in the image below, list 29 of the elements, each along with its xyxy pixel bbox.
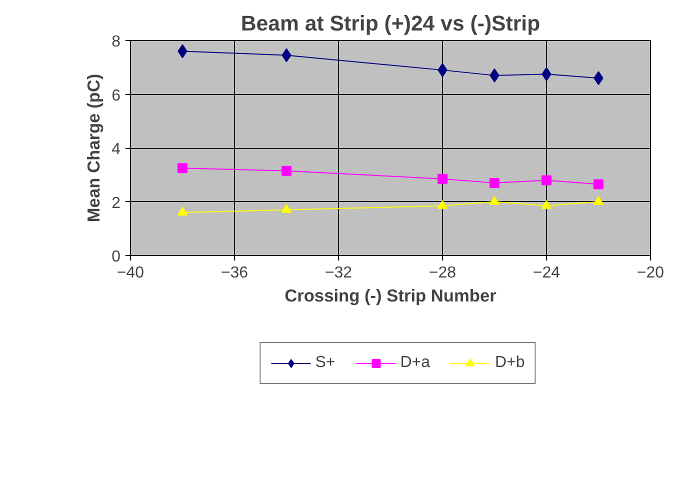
legend-label: D+a bbox=[400, 354, 430, 372]
point bbox=[282, 166, 292, 176]
x-tick-label: −28 bbox=[428, 264, 456, 282]
point bbox=[178, 163, 188, 174]
point bbox=[438, 200, 448, 209]
point bbox=[594, 179, 604, 190]
chart-title: Beam at Strip (+)24 vs (-)Strip bbox=[240, 12, 540, 36]
y-tick-label: 6 bbox=[112, 87, 121, 104]
x-tick-label: −24 bbox=[532, 264, 560, 282]
x-tick-label: −32 bbox=[324, 264, 352, 282]
x-axis-title: Crossing (-) Strip Number bbox=[284, 286, 497, 306]
legend-label: S+ bbox=[315, 354, 336, 372]
y-tick-label: 2 bbox=[112, 194, 121, 212]
x-tick-label: −20 bbox=[636, 264, 664, 282]
y-tick-label: 4 bbox=[112, 141, 121, 158]
x-tick-label: −40 bbox=[116, 264, 144, 282]
point bbox=[282, 204, 292, 213]
point bbox=[490, 178, 500, 188]
legend-label: D+b bbox=[495, 354, 525, 372]
point bbox=[542, 200, 552, 209]
x-tick-label: −36 bbox=[220, 264, 248, 282]
point bbox=[542, 175, 552, 186]
point bbox=[438, 174, 448, 184]
point bbox=[594, 196, 604, 205]
y-tick-label: 0 bbox=[112, 248, 121, 266]
point bbox=[178, 206, 188, 216]
point bbox=[490, 196, 500, 205]
y-tick-label: 8 bbox=[112, 34, 121, 50]
y-axis-title: Mean Charge (pC) bbox=[84, 74, 104, 222]
